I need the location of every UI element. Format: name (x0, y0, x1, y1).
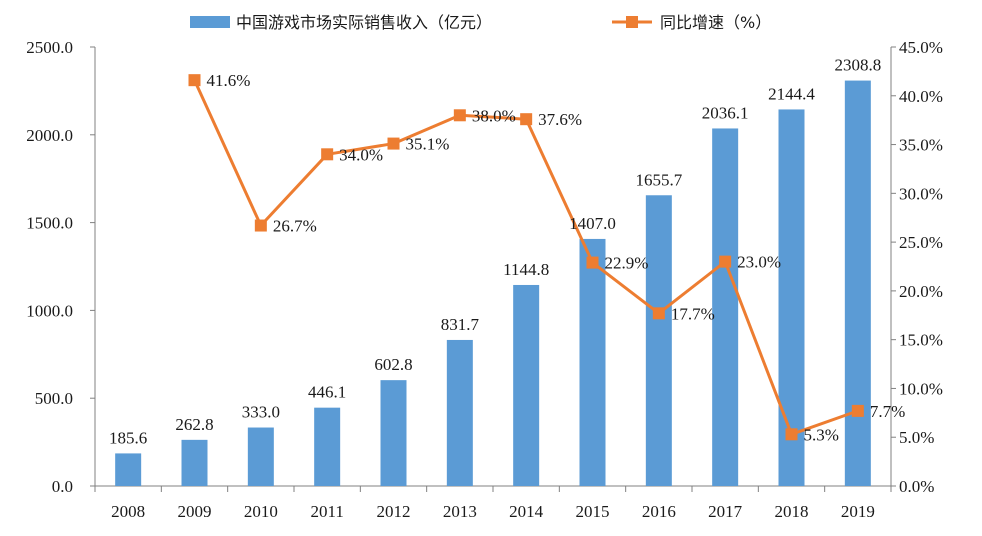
x-axis-tick-label: 2010 (244, 502, 278, 521)
growth-point (453, 109, 466, 122)
left-axis-tick-label: 2500.0 (26, 38, 73, 57)
growth-point (719, 255, 732, 268)
right-axis-tick-label: 30.0% (899, 184, 943, 203)
growth-value-label: 7.7% (870, 402, 905, 421)
x-axis-tick-label: 2012 (377, 502, 411, 521)
left-axis-tick-label: 2000.0 (26, 126, 73, 145)
growth-value-label: 23.0% (737, 253, 781, 272)
bar (778, 109, 805, 486)
growth-line-layer (188, 74, 864, 441)
bar-value-label: 831.7 (441, 315, 480, 334)
right-axis-tick-label: 35.0% (899, 136, 943, 155)
left-axis-tick-label: 0.0 (52, 477, 73, 496)
growth-point (321, 148, 334, 161)
growth-value-label: 38.0% (472, 106, 516, 125)
x-axis-tick-label: 2018 (775, 502, 809, 521)
left-axis-tick-label: 1000.0 (26, 301, 73, 320)
bar-value-label: 2036.1 (702, 103, 749, 122)
bar-value-label: 2308.8 (834, 56, 881, 75)
legend: 中国游戏市场实际销售收入（亿元） 同比增速（%） (190, 13, 771, 32)
legend-label-line: 同比增速（%） (660, 13, 771, 32)
bar-value-label: 2144.4 (768, 84, 815, 103)
x-axis-tick-label: 2008 (111, 502, 145, 521)
growth-value-label: 22.9% (605, 254, 649, 273)
left-axis-tick-label: 1500.0 (26, 214, 73, 233)
right-axis-tick-label: 15.0% (899, 331, 943, 350)
right-axis-tick-label: 45.0% (899, 38, 943, 57)
bar (115, 453, 142, 486)
growth-value-label: 35.1% (406, 135, 450, 154)
bar-value-label: 333.0 (242, 403, 280, 422)
bar (247, 427, 274, 486)
growth-point (520, 113, 533, 126)
growth-value-label: 41.6% (207, 71, 251, 90)
growth-point (652, 307, 665, 320)
right-axis-tick-label: 40.0% (899, 87, 943, 106)
x-axis-tick-label: 2013 (443, 502, 477, 521)
legend-label-bar: 中国游戏市场实际销售收入（亿元） (236, 13, 492, 32)
growth-point (785, 428, 798, 441)
growth-value-label: 26.7% (273, 217, 317, 236)
growth-value-label: 34.0% (339, 145, 383, 164)
bar (579, 238, 606, 486)
x-axis-tick-label: 2017 (708, 502, 743, 521)
right-axis-tick-label: 0.0% (899, 477, 934, 496)
x-axis-tick-label: 2009 (178, 502, 212, 521)
x-axis-tick-label: 2011 (310, 502, 343, 521)
growth-value-label: 37.6% (538, 110, 582, 129)
legend-swatch-bar (190, 16, 230, 28)
bars (115, 80, 871, 487)
bar (513, 284, 540, 486)
bar-value-label: 1655.7 (635, 170, 682, 189)
left-axis-tick-label: 500.0 (35, 389, 73, 408)
bar (844, 80, 871, 487)
right-axis-tick-label: 5.0% (899, 428, 934, 447)
bar-value-label: 262.8 (175, 415, 213, 434)
bar-value-label: 185.6 (109, 428, 147, 447)
x-axis-tick-label: 2019 (841, 502, 875, 521)
right-axis-tick-label: 25.0% (899, 233, 943, 252)
bar-value-label: 1144.8 (503, 260, 549, 279)
right-axis-tick-label: 20.0% (899, 282, 943, 301)
x-axis-tick-label: 2014 (509, 502, 544, 521)
bar-value-label: 446.1 (308, 383, 346, 402)
growth-point (254, 219, 267, 232)
growth-point (851, 404, 864, 417)
growth-point (586, 256, 599, 269)
right-axis-tick-label: 10.0% (899, 379, 943, 398)
bar (181, 439, 208, 486)
data-labels: 185.6 262.8 333.0 446.1 602.8 831.7 1144.8 1407… (109, 56, 905, 448)
x-axis-tick-label: 2016 (642, 502, 676, 521)
axes: 0.0 500.0 1000.0 1500.0 2000.0 2500.0 0.0% 5.0%… (26, 38, 943, 521)
legend-swatch-line-marker (626, 16, 638, 28)
bar (314, 407, 341, 486)
growth-value-label: 17.7% (671, 304, 715, 323)
growth-point (387, 137, 400, 150)
growth-point (188, 74, 201, 87)
bar (446, 339, 473, 486)
x-axis-tick-label: 2015 (576, 502, 610, 521)
bar (645, 195, 672, 486)
growth-value-label: 5.3% (804, 425, 839, 444)
bar (712, 128, 739, 486)
bar-value-label: 602.8 (374, 355, 412, 374)
bar (380, 380, 407, 486)
bar-value-label: 1407.0 (569, 214, 616, 233)
